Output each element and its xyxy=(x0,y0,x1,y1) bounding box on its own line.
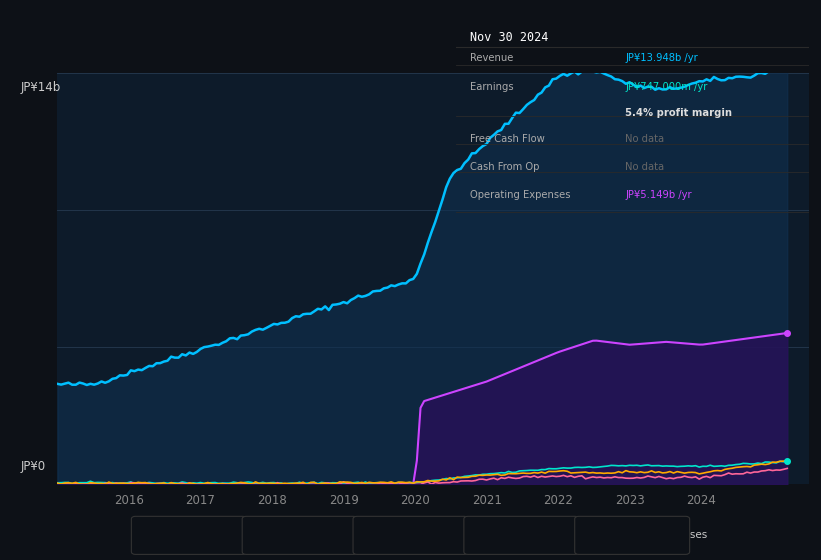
Text: 2024: 2024 xyxy=(686,494,716,507)
Text: Revenue: Revenue xyxy=(470,53,513,63)
Text: ●: ● xyxy=(365,530,374,540)
Text: JP¥747.000m /yr: JP¥747.000m /yr xyxy=(625,82,708,92)
Text: 2017: 2017 xyxy=(186,494,215,507)
Text: 5.4% profit margin: 5.4% profit margin xyxy=(625,108,732,118)
Text: Earnings: Earnings xyxy=(470,82,513,92)
Text: 2016: 2016 xyxy=(114,494,144,507)
Text: No data: No data xyxy=(625,162,664,172)
Text: ●: ● xyxy=(144,530,152,540)
Text: ●: ● xyxy=(255,530,263,540)
Text: JP¥5.149b /yr: JP¥5.149b /yr xyxy=(625,190,692,200)
Text: Free Cash Flow: Free Cash Flow xyxy=(380,530,458,540)
Text: Earnings: Earnings xyxy=(269,530,314,540)
Text: ●: ● xyxy=(476,530,484,540)
Text: 2023: 2023 xyxy=(615,494,644,507)
Text: Free Cash Flow: Free Cash Flow xyxy=(470,134,544,144)
Text: ●: ● xyxy=(587,530,595,540)
Text: JP¥13.948b /yr: JP¥13.948b /yr xyxy=(625,53,698,63)
Text: Nov 30 2024: Nov 30 2024 xyxy=(470,31,548,44)
Text: JP¥14b: JP¥14b xyxy=(21,81,61,94)
Text: 2018: 2018 xyxy=(257,494,287,507)
Text: Cash From Op: Cash From Op xyxy=(470,162,539,172)
Text: Operating Expenses: Operating Expenses xyxy=(470,190,571,200)
Text: 2021: 2021 xyxy=(472,494,502,507)
Text: JP¥0: JP¥0 xyxy=(21,460,46,473)
Text: Cash From Op: Cash From Op xyxy=(491,530,564,540)
Text: Operating Expenses: Operating Expenses xyxy=(602,530,707,540)
Text: Revenue: Revenue xyxy=(158,530,204,540)
Text: No data: No data xyxy=(625,134,664,144)
Text: 2019: 2019 xyxy=(328,494,359,507)
Text: 2020: 2020 xyxy=(401,494,430,507)
Text: 2022: 2022 xyxy=(544,494,573,507)
